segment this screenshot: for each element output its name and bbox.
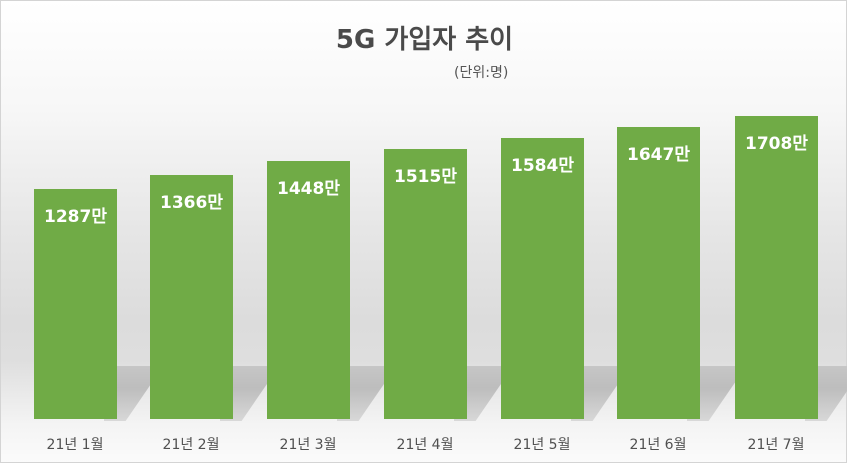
- x-axis-label: 21년 1월: [46, 437, 104, 453]
- bar-value-label: 1515만: [394, 167, 457, 188]
- x-axis-label: 21년 5월: [513, 437, 571, 453]
- bar-value-label: 1584만: [511, 155, 574, 176]
- x-axis-label: 21년 7월: [747, 437, 805, 453]
- x-axis-label: 21년 6월: [629, 437, 687, 453]
- bar-3: 1448만: [267, 161, 350, 419]
- bar-value-label: 1708만: [745, 134, 808, 154]
- bar-7: 1708만: [735, 116, 818, 419]
- x-axis-label: 21년 4월: [396, 437, 454, 453]
- bar-4: 1515만: [384, 149, 467, 419]
- bar-value-label: 1366만: [160, 193, 223, 214]
- bar-value-label: 1448만: [277, 179, 340, 200]
- bar-6: 1647만: [617, 126, 700, 419]
- unit-label: (단위:명): [454, 65, 509, 81]
- bar-value-label: 1647만: [627, 144, 690, 165]
- bar-1: 1287만: [34, 189, 117, 419]
- x-axis-label: 21년 2월: [162, 437, 220, 453]
- bar-5: 1584만: [501, 137, 584, 419]
- chart-title: 5G 가입자 추이: [335, 25, 514, 55]
- x-axis-label: 21년 3월: [279, 437, 337, 453]
- bar-value-label: 1287만: [44, 207, 107, 227]
- bar-2: 1366만: [150, 175, 233, 419]
